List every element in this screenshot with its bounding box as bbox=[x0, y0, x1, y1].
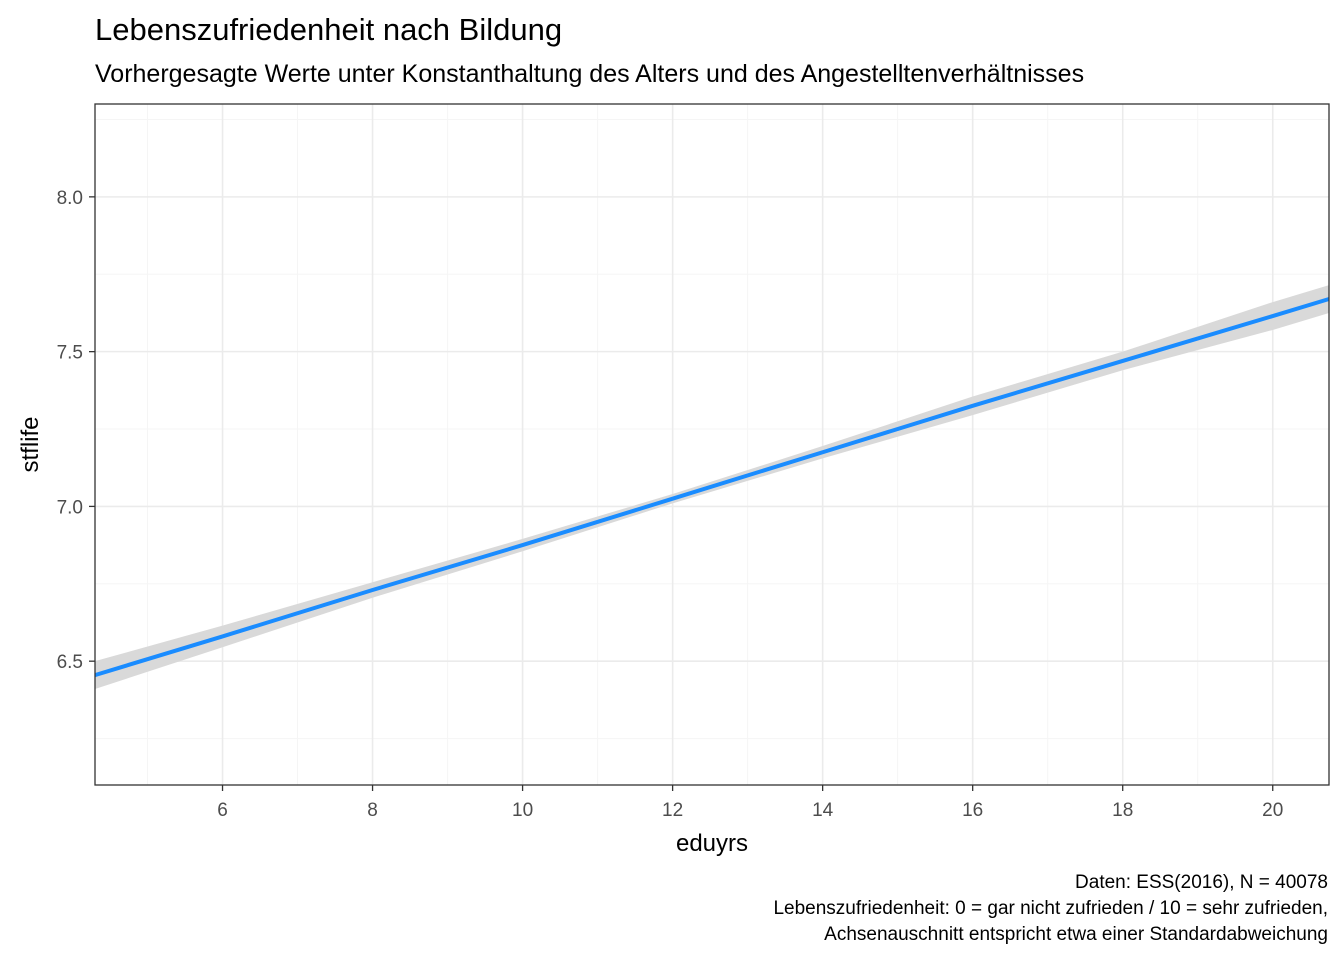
fitted-line bbox=[94, 297, 1330, 678]
x-tick-label: 12 bbox=[662, 800, 683, 821]
chart-title: Lebenszufriedenheit nach Bildung bbox=[95, 12, 563, 47]
caption-axis-note: Achsenauschnitt entspricht etwa einer St… bbox=[824, 924, 1328, 945]
caption-data-source: Daten: ESS(2016), N = 40078 bbox=[1075, 872, 1328, 893]
x-tick-label: 14 bbox=[812, 800, 834, 821]
chart-subtitle: Vorhergesagte Werte unter Konstanthaltun… bbox=[95, 60, 1085, 88]
x-axis-title: eduyrs bbox=[676, 830, 748, 857]
caption-scale-note: Lebenszufriedenheit: 0 = gar nicht zufri… bbox=[773, 898, 1328, 919]
x-tick-label: 18 bbox=[1112, 800, 1133, 821]
y-tick-label: 7.0 bbox=[57, 497, 83, 518]
caption: Daten: ESS(2016), N = 40078 Lebenszufrie… bbox=[773, 870, 1328, 948]
y-tick-label: 8.0 bbox=[57, 188, 83, 209]
y-tick-label: 7.5 bbox=[57, 343, 83, 364]
x-tick-label: 10 bbox=[512, 800, 533, 821]
grid-layer bbox=[95, 104, 1329, 785]
x-tick-label: 8 bbox=[367, 800, 378, 821]
axis-layer: 6 8 10 12 14 16 18 20 6.5 7.0 7.5 8.0 eduyrs stflife bbox=[17, 188, 1283, 857]
y-axis-title: stflife bbox=[17, 416, 44, 472]
x-tick-label: 16 bbox=[962, 800, 983, 821]
y-tick-label: 6.5 bbox=[57, 652, 83, 673]
x-tick-label: 20 bbox=[1262, 800, 1283, 821]
panel-border bbox=[94, 103, 1330, 786]
line-layer bbox=[94, 297, 1330, 678]
x-tick-label: 6 bbox=[217, 800, 228, 821]
